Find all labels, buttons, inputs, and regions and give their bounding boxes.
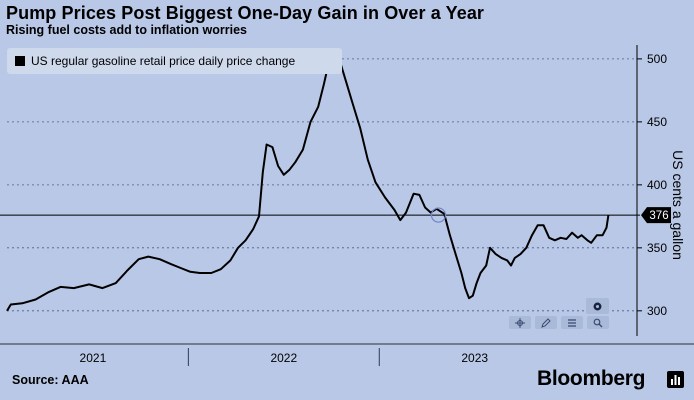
y-tick-label: 300 bbox=[647, 304, 667, 318]
settings-icon bbox=[593, 302, 602, 310]
crosshair-icon bbox=[515, 317, 525, 328]
y-tick-label: 450 bbox=[647, 115, 667, 129]
hover-marker bbox=[430, 207, 447, 223]
chart-subtitle: Rising fuel costs add to inflation worri… bbox=[6, 23, 247, 37]
zoom-button[interactable] bbox=[587, 316, 609, 329]
legend-swatch bbox=[15, 56, 25, 66]
x-tick-label: 2022 bbox=[270, 351, 297, 365]
legend-toggle-button[interactable] bbox=[561, 316, 583, 329]
last-value-badge bbox=[641, 207, 671, 224]
y-tick-label: 500 bbox=[647, 52, 667, 66]
last-value-label: 376 bbox=[649, 210, 668, 222]
source-note: Source: AAA bbox=[12, 373, 89, 387]
x-tick-label: 2023 bbox=[461, 351, 488, 365]
draw-button[interactable] bbox=[535, 316, 557, 329]
chart-legend: US regular gasoline retail price daily p… bbox=[7, 48, 342, 74]
bloomberg-logo-mark bbox=[667, 371, 684, 388]
y-axis-label: US cents a gallon bbox=[670, 150, 686, 260]
pencil-icon bbox=[541, 317, 551, 328]
chart-title: Pump Prices Post Biggest One-Day Gain in… bbox=[6, 3, 485, 23]
crosshair-button[interactable] bbox=[509, 316, 531, 329]
settings-button[interactable] bbox=[586, 298, 609, 314]
legend-label: US regular gasoline retail price daily p… bbox=[31, 54, 296, 68]
bloomberg-logo-text: Bloomberg bbox=[537, 367, 646, 390]
zoom-icon bbox=[593, 318, 603, 327]
y-tick-label: 350 bbox=[647, 241, 667, 255]
list-icon bbox=[568, 318, 576, 327]
x-tick-label: 2021 bbox=[80, 351, 107, 365]
series-line-gasoline bbox=[6, 56, 610, 312]
chart-logo-icon bbox=[671, 375, 680, 385]
y-tick-label: 400 bbox=[647, 178, 667, 192]
